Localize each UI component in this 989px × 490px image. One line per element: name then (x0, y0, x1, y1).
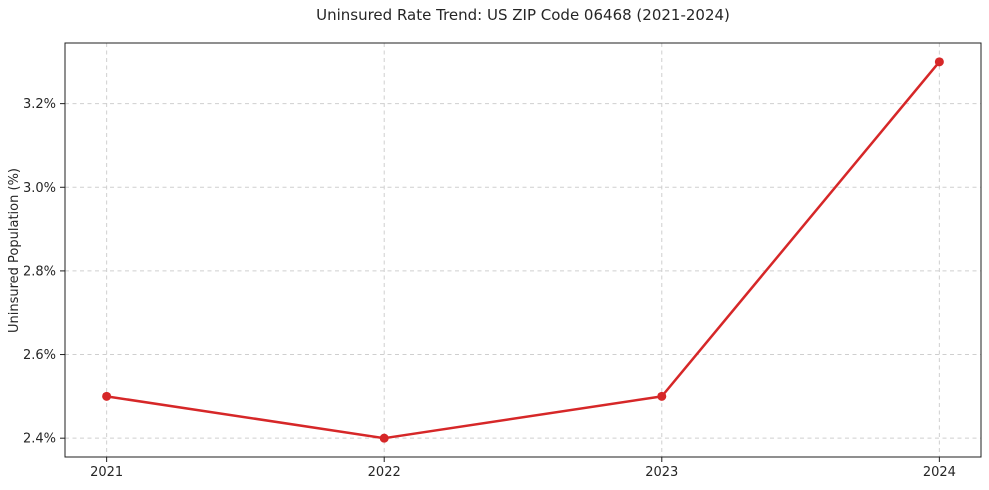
chart-title: Uninsured Rate Trend: US ZIP Code 06468 … (316, 6, 730, 24)
y-tick-label: 3.0% (23, 181, 56, 196)
plot-background (65, 43, 981, 457)
y-tick-label: 2.6% (23, 348, 56, 363)
y-tick-label: 2.4% (23, 432, 56, 447)
y-tick-label: 3.2% (23, 97, 56, 112)
x-tick-label: 2023 (645, 465, 678, 480)
data-point-marker (379, 433, 389, 443)
data-point-marker (934, 57, 944, 67)
x-tick-label: 2024 (923, 465, 956, 480)
series-line (105, 60, 941, 440)
data-point-marker (102, 391, 112, 401)
x-tick-label: 2022 (368, 465, 401, 480)
x-tick-label: 2021 (90, 465, 123, 480)
data-point-marker (657, 391, 667, 401)
y-tick-label: 2.8% (23, 264, 56, 279)
plot-border (64, 42, 982, 458)
